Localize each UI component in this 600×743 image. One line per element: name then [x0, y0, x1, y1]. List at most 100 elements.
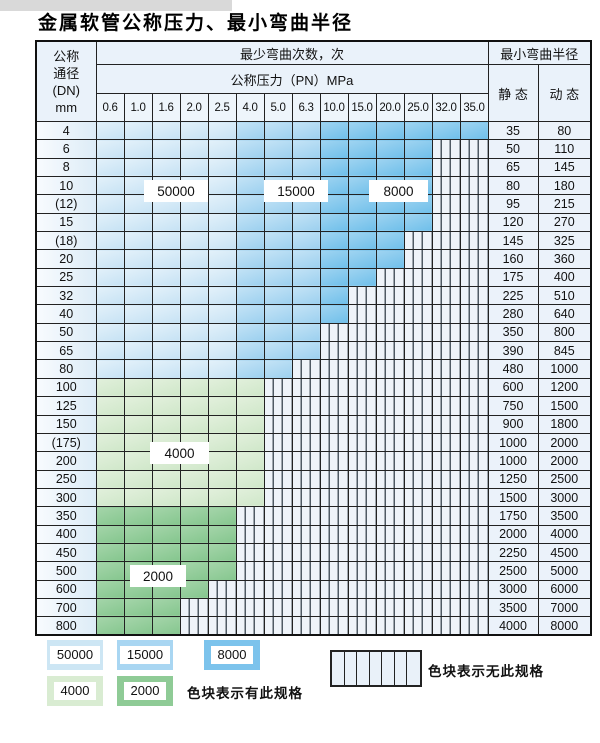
dn-cell: 6 [35, 139, 97, 159]
cell-no-spec [347, 359, 377, 379]
cell-no-spec [319, 616, 349, 636]
static-radius-cell: 160 [487, 249, 539, 269]
dn-cell: 400 [35, 524, 97, 544]
cell-spec-available [151, 524, 181, 544]
cycle-count-label: 15000 [264, 180, 328, 202]
dn-cell: 600 [35, 579, 97, 599]
static-radius-cell: 4000 [487, 616, 539, 636]
legend-has-spec-text: 色块表示有此规格 [187, 686, 303, 701]
cell-no-spec [375, 414, 405, 434]
static-radius-cell: 280 [487, 304, 539, 324]
cell-spec-available [235, 341, 265, 361]
dynamic-radius-cell: 1500 [537, 396, 592, 416]
cell-spec-available [235, 469, 265, 489]
cell-no-spec [375, 542, 405, 563]
pressure-col-header: 25.0 [403, 93, 433, 122]
cell-no-spec [403, 231, 433, 251]
cell-no-spec [403, 542, 433, 563]
static-radius-cell: 120 [487, 212, 539, 233]
cell-spec-available [291, 120, 321, 141]
cell-no-spec [403, 616, 433, 636]
table-row-dn-600: 600 3000 6000 [35, 579, 592, 599]
table-row-dn-450: 450 2250 4500 [35, 542, 592, 563]
cell-no-spec [319, 542, 349, 563]
cell-no-spec [291, 616, 321, 636]
cell-no-spec [403, 597, 433, 618]
cell-no-spec [431, 377, 461, 398]
cell-spec-available [151, 139, 181, 159]
pressure-col-header: 6.3 [291, 93, 321, 122]
header-row-1: 公称 通径 (DN) mm 最少弯曲次数，次 最小弯曲半径 [35, 40, 592, 122]
cell-spec-available [123, 231, 153, 251]
cell-spec-available [347, 249, 377, 269]
cell-no-spec [375, 377, 405, 398]
cell-spec-available [95, 377, 125, 398]
cell-no-spec [403, 414, 433, 434]
pressure-col-header: 35.0 [459, 93, 489, 122]
cell-no-spec [375, 597, 405, 618]
header-row-3: 0.6 1.0 1.6 2.0 2.5 4.0 5.0 6.3 10.0 15.0 20.0 25.0… [36, 93, 591, 122]
dn-cell: 100 [35, 377, 97, 398]
cell-spec-available [291, 286, 321, 306]
cell-no-spec [431, 616, 461, 636]
cell-spec-available [151, 120, 181, 141]
cell-spec-available [123, 249, 153, 269]
dynamic-radius-cell: 1000 [537, 359, 592, 379]
cell-spec-available [95, 414, 125, 434]
cell-spec-available [319, 267, 349, 288]
cell-no-spec [431, 542, 461, 563]
cell-no-spec [375, 396, 405, 416]
cell-spec-available [235, 414, 265, 434]
cell-spec-available [95, 322, 125, 343]
cell-spec-available [347, 231, 377, 251]
cell-spec-available [403, 157, 433, 178]
static-radius-cell: 750 [487, 396, 539, 416]
cell-no-spec [375, 341, 405, 361]
static-radius-cell: 175 [487, 267, 539, 288]
cell-no-spec [459, 616, 489, 636]
dynamic-radius-cell: 3000 [537, 487, 592, 508]
cell-no-spec [459, 286, 489, 306]
cell-no-spec [375, 579, 405, 599]
cell-no-spec [403, 322, 433, 343]
table-row-dn-15: 15 120 270 [35, 212, 592, 233]
dynamic-radius-cell: 180 [537, 176, 592, 196]
cell-spec-available [123, 542, 153, 563]
cell-no-spec [459, 524, 489, 544]
cell-no-spec [459, 304, 489, 324]
table-row-dn-300: 300 1500 3000 [35, 487, 592, 508]
legend-swatch-50000: 50000 [47, 640, 103, 670]
cell-spec-available [151, 616, 181, 636]
dynamic-radius-cell: 80 [537, 120, 592, 141]
cell-no-spec [431, 469, 461, 489]
cell-spec-available [291, 212, 321, 233]
cell-no-spec [403, 304, 433, 324]
cell-no-spec [403, 487, 433, 508]
static-radius-cell: 390 [487, 341, 539, 361]
cell-no-spec [403, 579, 433, 599]
dynamic-radius-cell: 325 [537, 231, 592, 251]
legend-hatch-cell [369, 652, 383, 685]
cell-no-spec [347, 487, 377, 508]
cell-no-spec [291, 469, 321, 489]
cell-spec-available [123, 506, 153, 526]
cell-no-spec [319, 469, 349, 489]
table-row-dn-125: 125 750 1500 [35, 396, 592, 416]
cell-spec-available [95, 524, 125, 544]
cell-no-spec [235, 561, 265, 581]
cell-spec-available [95, 304, 125, 324]
cell-spec-available [207, 194, 237, 214]
dn-header-line: mm [55, 99, 78, 115]
cell-spec-available [319, 231, 349, 251]
min-radius-header: 最小弯曲半径 [487, 40, 592, 65]
cell-no-spec [375, 506, 405, 526]
cell-no-spec [179, 597, 209, 618]
cell-no-spec [459, 396, 489, 416]
cell-no-spec [403, 561, 433, 581]
cell-spec-available [95, 542, 125, 563]
cell-spec-available [263, 359, 293, 379]
cell-spec-available [151, 249, 181, 269]
table-row-dn-20: 20 160 360 [35, 249, 592, 269]
cell-no-spec [263, 377, 293, 398]
cell-spec-available [179, 414, 209, 434]
